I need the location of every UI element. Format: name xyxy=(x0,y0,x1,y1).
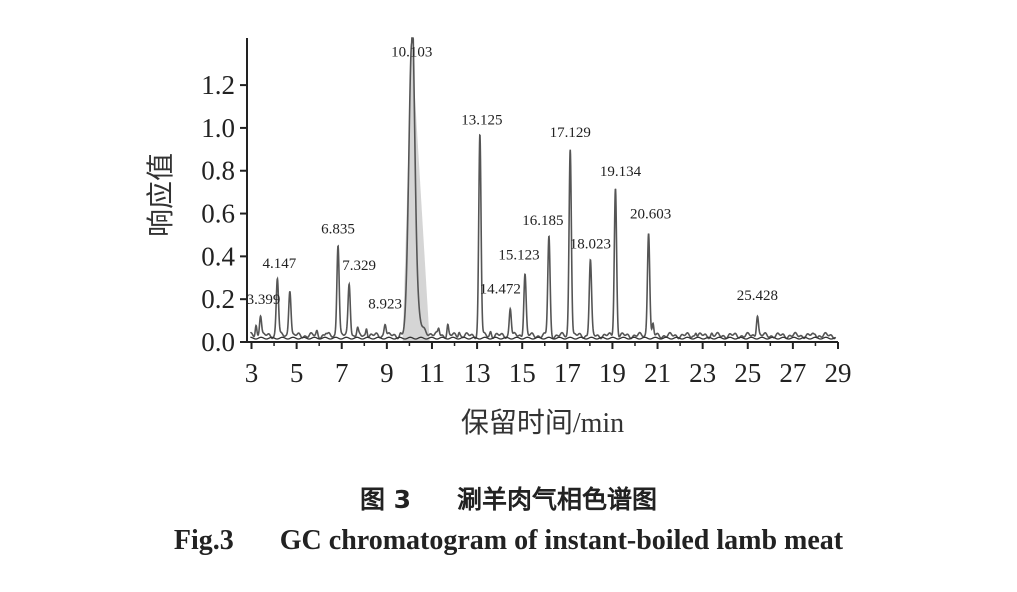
peak-label: 14.472 xyxy=(480,282,521,298)
figure-caption-english: Fig.3 GC chromatogram of instant-boiled l… xyxy=(0,525,1017,557)
figure-title-en: GC chromatogram of instant-boiled lamb m… xyxy=(279,525,844,556)
peak-label: 19.134 xyxy=(600,164,642,180)
peak-label: 4.147 xyxy=(263,256,297,272)
figure-number-en: Fig.3 xyxy=(173,525,234,556)
y-axis-title: 响应值 xyxy=(145,153,177,237)
figure-number-cn: 图 3 xyxy=(359,485,412,514)
y-axis-ticks: 0.0 0.2 0.4 0.6 0.8 1.0 1.2 xyxy=(201,70,247,357)
x-tick-label: 11 xyxy=(419,358,445,388)
x-tick-label: 21 xyxy=(644,358,671,388)
peak-label: 15.123 xyxy=(498,247,539,263)
x-tick-label: 5 xyxy=(290,358,304,388)
baseline-trace xyxy=(250,336,836,340)
x-tick-label: 17 xyxy=(554,358,581,388)
peak-label: 10.103 xyxy=(391,44,432,60)
x-tick-label: 23 xyxy=(689,358,716,388)
peak-label: 6.835 xyxy=(321,222,355,238)
x-tick-label: 3 xyxy=(245,358,259,388)
peak-label: 8.923 xyxy=(368,297,402,313)
x-tick-label: 13 xyxy=(464,358,491,388)
y-tick-label: 0.0 xyxy=(201,327,235,357)
x-axis-title: 保留时间/min xyxy=(461,407,624,439)
peak-label: 7.329 xyxy=(342,258,376,274)
figure-caption-chinese: 图 3 涮羊肉气相色谱图 xyxy=(0,480,1017,516)
chromatogram-traces xyxy=(249,37,837,343)
y-tick-label: 1.0 xyxy=(201,113,235,143)
x-tick-label: 29 xyxy=(825,358,852,388)
peak-label: 20.603 xyxy=(630,207,671,223)
peak-label: 17.129 xyxy=(550,125,591,141)
y-tick-label: 0.6 xyxy=(201,199,235,229)
peak-label: 13.125 xyxy=(461,112,502,128)
figure-title-cn: 涮羊肉气相色谱图 xyxy=(457,485,658,514)
x-tick-label: 15 xyxy=(509,358,536,388)
peak-labels: 3.399 4.147 6.835 7.329 8.923 10.103 13.125 14.… xyxy=(247,44,778,312)
peak-label: 16.185 xyxy=(522,213,563,229)
x-tick-label: 25 xyxy=(734,358,761,388)
peak-label: 3.399 xyxy=(247,292,281,308)
y-tick-label: 1.2 xyxy=(201,70,235,100)
y-tick-label: 0.2 xyxy=(201,284,235,314)
x-tick-label: 19 xyxy=(599,358,626,388)
x-tick-label: 27 xyxy=(779,358,806,388)
x-tick-label: 9 xyxy=(380,358,394,388)
peak-label: 25.428 xyxy=(737,288,778,304)
y-tick-label: 0.4 xyxy=(201,241,235,271)
peak-label: 18.023 xyxy=(570,237,611,253)
x-axis-ticks: 3 5 7 9 11 13 15 17 19 21 23 25 27 29 xyxy=(245,342,852,388)
y-tick-label: 0.8 xyxy=(201,156,235,186)
x-tick-label: 7 xyxy=(335,358,349,388)
chromatogram-chart: 0.0 0.2 0.4 0.6 0.8 1.0 1.2 3 5 7 9 11 13 15 17 19 21 23… xyxy=(145,37,852,439)
